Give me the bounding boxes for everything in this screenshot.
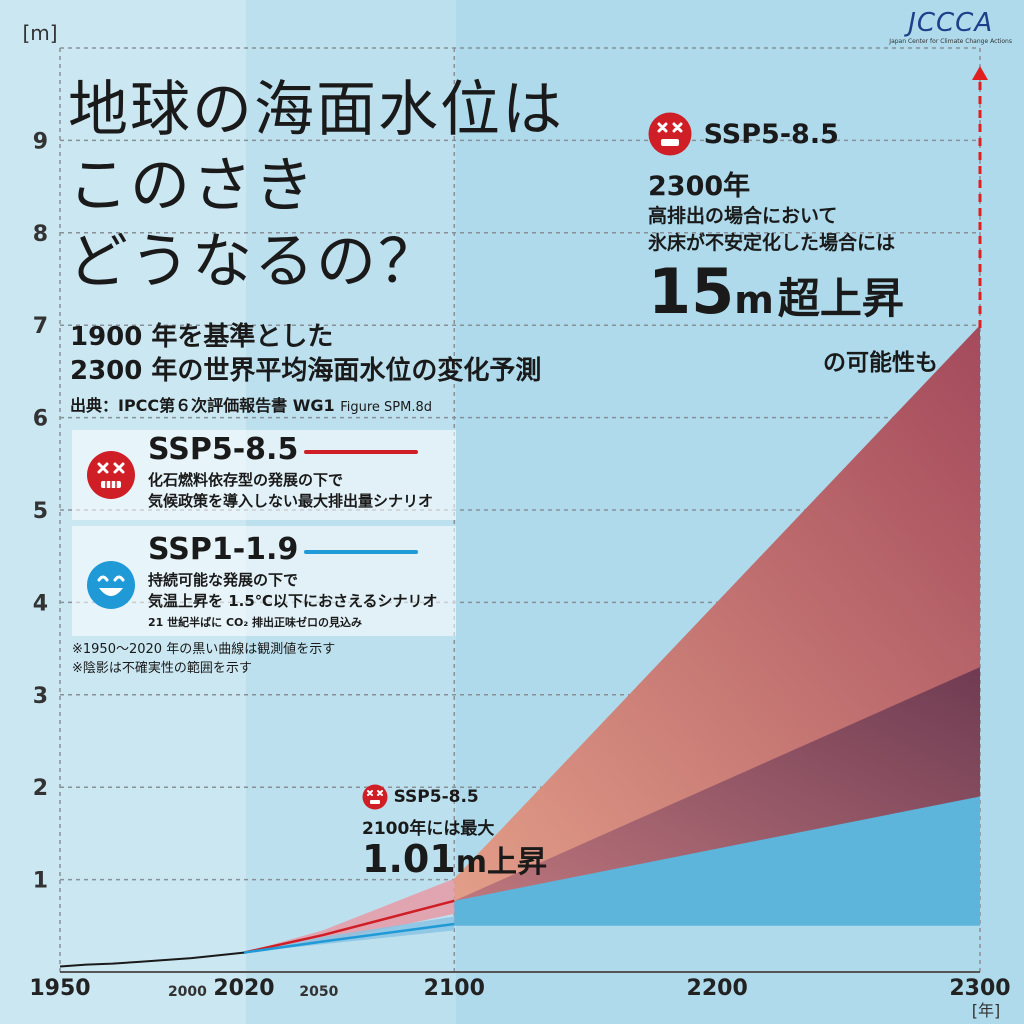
subtitle-line: 1900 年を基準とした: [70, 322, 334, 352]
legend-desc-line: 気温上昇を 1.5℃以下におさえるシナリオ: [148, 592, 438, 610]
line-observed: [59, 951, 245, 968]
subtitle: 1900 年を基準とした 2300 年の世界平均海面水位の変化予測: [70, 320, 541, 388]
y-tick-label: 6: [33, 407, 48, 432]
legend-desc-line: 化石燃料依存型の発展の下で: [148, 471, 344, 489]
smiling-face-icon: [87, 561, 135, 609]
annotation-2300-line: 高排出の場合において: [648, 205, 838, 227]
note-line: ※1950～2020 年の黒い曲線は観測値を示す: [72, 642, 336, 657]
annotation-2300-value: 15: [648, 255, 735, 328]
note-line: ※陰影は不確実性の範囲を示す: [72, 661, 252, 676]
legend-desc-line: 気候政策を導入しない最大排出量シナリオ: [148, 492, 434, 510]
band-ssp585-2100: [244, 878, 455, 953]
y-tick-label: 8: [33, 222, 48, 247]
legend-line-ssp585: [304, 450, 418, 454]
annotation-2300-amount: 15m超上昇: [648, 257, 938, 343]
source-figure: Figure SPM.8d: [340, 400, 433, 415]
annotation-2100-unit: m: [455, 845, 488, 880]
annotation-2100-scenario: SSP5-8.5: [393, 787, 479, 807]
annotation-2100: SSP5-8.5 2100年には最大 1.01m上昇: [362, 784, 547, 881]
annotation-2300-header: SSP5-8.5: [648, 112, 938, 156]
title-line: どうなるの？: [68, 227, 440, 297]
y-tick-label: 5: [33, 499, 48, 524]
legend-name-ssp119: SSP1-1.9: [148, 532, 299, 567]
title-line: このさき: [68, 151, 316, 221]
legend-desc-line: 持続可能な発展の下で: [148, 571, 299, 589]
x-tick-label: 1950: [29, 976, 90, 1001]
band-ssp119-2100: [244, 916, 455, 953]
subtitle-line: 2300 年の世界平均海面水位の変化予測: [70, 356, 542, 386]
arrow-15m-head-icon: [972, 66, 988, 80]
title-line: 地球の海面水位は: [68, 75, 564, 145]
x-tick-label: 2100: [424, 976, 485, 1001]
cross-eyes-face-icon: [87, 451, 135, 499]
source-main: 出典：IPCC第６次評価報告書 WG1: [70, 396, 335, 415]
cross-eyes-face-icon: [362, 784, 388, 810]
cross-eyes-face-icon: [648, 112, 692, 156]
y-tick-label: 7: [33, 314, 48, 339]
brand-logo: JCCCA Japan Center for Climate Change Ac…: [889, 8, 1012, 45]
annotation-2300-suffix: 超上昇: [777, 274, 904, 323]
x-tick-label: 2300: [949, 976, 1010, 1001]
y-tick-label: 1: [33, 869, 48, 894]
legend-card-ssp585: SSP5-8.5 化石燃料依存型の発展の下で 気候政策を導入しない最大排出量シナ…: [72, 430, 456, 520]
y-axis-label: [m]: [22, 21, 57, 45]
legend-name-ssp585: SSP5-8.5: [148, 432, 299, 467]
annotation-2100-value: 1.01: [362, 837, 456, 881]
x-tick-label: 2200: [687, 976, 748, 1001]
band-ssp585-2300-likely: [454, 667, 980, 926]
legend-line-ssp119: [304, 550, 418, 554]
source-credit: 出典：IPCC第６次評価報告書 WG1 Figure SPM.8d: [70, 392, 432, 416]
annotation-2300-unit: m: [734, 278, 774, 322]
line-ssp119-median: [243, 922, 455, 954]
band-ssp119-2300: [454, 796, 980, 926]
y-tick-label: 9: [33, 129, 48, 154]
legend-desc-ssp119: 持続可能な発展の下で 気温上昇を 1.5℃以下におさえるシナリオ 21 世紀半ば…: [148, 570, 438, 633]
notes: ※1950～2020 年の黒い曲線は観測値を示す ※陰影は不確実性の範囲を示す: [72, 640, 335, 678]
annotation-2100-line: 2100年には最大: [362, 819, 495, 839]
annotation-2100-suffix: 上昇: [487, 845, 548, 880]
y-tick-label: 4: [33, 591, 48, 616]
annotation-2300-line: の可能性も: [823, 350, 938, 376]
page-title: 地球の海面水位は このさき どうなるの？: [68, 72, 564, 300]
brand-logo-text: JCCCA: [908, 8, 994, 38]
legend-desc-line: 21 世紀半ばに CO₂ 排出正味ゼロの見込み: [148, 616, 363, 629]
x-axis-label: [年]: [972, 1001, 1001, 1020]
brand-tagline: Japan Center for Climate Change Actions: [889, 38, 1012, 45]
legend-desc-ssp585: 化石燃料依存型の発展の下で 気候政策を導入しない最大排出量シナリオ: [148, 470, 433, 512]
x-tick-label: 2020: [213, 976, 274, 1001]
annotation-2300: SSP5-8.5 2300年 高排出の場合において 氷床が不安定化した場合には …: [648, 112, 938, 377]
annotation-2300-line: 氷床が不安定化した場合には: [648, 232, 896, 254]
annotation-2100-amount: 1.01m上昇: [362, 837, 547, 881]
y-tick-label: 3: [33, 684, 48, 709]
x-tick-label-minor: 2050: [299, 984, 338, 1000]
legend-card-ssp119: SSP1-1.9 持続可能な発展の下で 気温上昇を 1.5℃以下におさえるシナリ…: [72, 526, 456, 636]
annotation-2300-year: 2300年: [648, 171, 751, 202]
annotation-2300-scenario: SSP5-8.5: [703, 118, 839, 150]
line-ssp585-median: [243, 899, 455, 954]
y-tick-label: 2: [33, 776, 48, 801]
x-tick-label-minor: 2000: [168, 984, 207, 1000]
